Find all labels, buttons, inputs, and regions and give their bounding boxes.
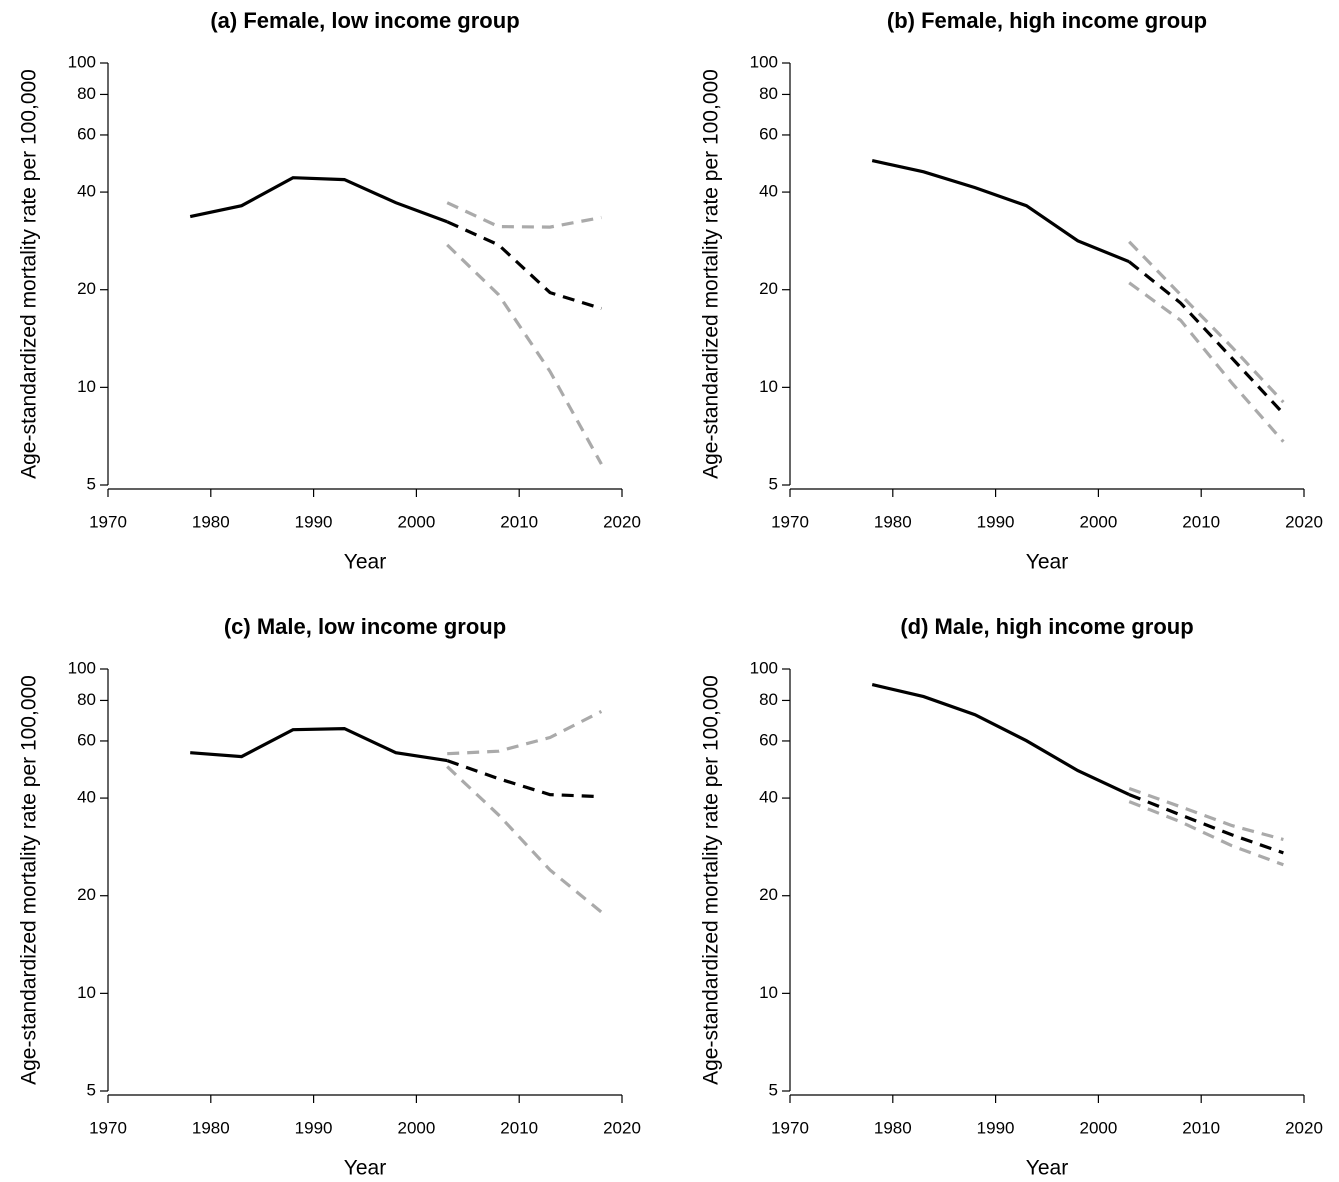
series-line <box>1128 786 1284 842</box>
x-tick-label: 2010 <box>500 512 538 531</box>
series-line <box>446 201 602 229</box>
y-axis-label: Age-standardized mortality rate per 100,… <box>18 69 41 479</box>
y-tick-label: 20 <box>77 279 96 298</box>
y-tick-label: 20 <box>759 279 778 298</box>
y-tick-label: 10 <box>77 983 96 1002</box>
x-tick-label: 1990 <box>977 512 1015 531</box>
x-tick-label: 1980 <box>192 512 230 531</box>
series-line <box>1128 793 1284 855</box>
x-tick-label: 2000 <box>397 1118 435 1137</box>
x-tick-label: 2010 <box>500 1118 538 1137</box>
y-tick-label: 40 <box>77 788 96 807</box>
x-tick-label: 1990 <box>977 1118 1015 1137</box>
y-tick-label: 100 <box>68 658 96 677</box>
x-axis-label: Year <box>1026 1157 1068 1180</box>
x-tick-label: 1990 <box>295 512 333 531</box>
panel: (c) Male, low income group Year Age-standa… <box>18 614 641 1180</box>
y-tick-label: 80 <box>759 690 778 709</box>
y-tick-label: 5 <box>87 1080 96 1099</box>
y-tick-label: 20 <box>759 885 778 904</box>
x-axis-label: Year <box>1026 551 1068 574</box>
x-tick-label: 2020 <box>603 1118 641 1137</box>
y-axis-label: Age-standardized mortality rate per 100,… <box>18 675 41 1085</box>
panel: (d) Male, high income group Year Age-stand… <box>700 614 1323 1180</box>
series-line <box>446 765 603 914</box>
series-line <box>189 176 448 224</box>
y-tick-label: 100 <box>750 658 778 677</box>
y-tick-label: 5 <box>87 474 96 493</box>
y-tick-label: 60 <box>77 730 96 749</box>
x-tick-label: 2000 <box>1079 1118 1117 1137</box>
y-tick-label: 10 <box>759 377 778 396</box>
x-tick-label: 1990 <box>295 1118 333 1137</box>
panel: (a) Female, low income group Year Age-stan… <box>18 8 641 574</box>
y-tick-label: 80 <box>77 690 96 709</box>
x-tick-label: 2000 <box>397 512 435 531</box>
y-tick-label: 80 <box>77 84 96 103</box>
x-tick-label: 1980 <box>874 512 912 531</box>
y-tick-label: 80 <box>759 84 778 103</box>
y-axis-label: Age-standardized mortality rate per 100,… <box>700 675 723 1085</box>
series-line <box>871 683 1130 797</box>
y-tick-label: 20 <box>77 885 96 904</box>
panel-title: (c) Male, low income group <box>224 614 506 639</box>
y-tick-label: 60 <box>759 730 778 749</box>
x-tick-label: 1970 <box>771 512 809 531</box>
panel: (b) Female, high income group Year Age-sta… <box>700 8 1323 574</box>
x-tick-label: 1980 <box>192 1118 230 1137</box>
y-tick-label: 5 <box>769 1080 778 1099</box>
y-tick-label: 60 <box>77 124 96 143</box>
series-line <box>446 220 602 311</box>
panel-title: (b) Female, high income group <box>887 8 1207 33</box>
y-tick-label: 5 <box>769 474 778 493</box>
y-tick-label: 40 <box>77 182 96 201</box>
x-tick-label: 2010 <box>1182 512 1220 531</box>
y-tick-label: 10 <box>759 983 778 1002</box>
series-line <box>871 159 1130 264</box>
x-tick-label: 1970 <box>771 1118 809 1137</box>
series-line <box>1128 800 1284 867</box>
series-line <box>1128 240 1285 404</box>
y-tick-label: 60 <box>759 124 778 143</box>
series-line <box>446 243 603 465</box>
x-tick-label: 2020 <box>603 512 641 531</box>
x-axis-label: Year <box>344 551 386 574</box>
y-tick-label: 100 <box>750 52 778 71</box>
x-tick-label: 1970 <box>89 512 127 531</box>
series-line <box>446 759 602 799</box>
series-line <box>1128 281 1285 443</box>
y-axis-label: Age-standardized mortality rate per 100,… <box>700 69 723 479</box>
panel-title: (a) Female, low income group <box>210 8 519 33</box>
y-tick-label: 40 <box>759 182 778 201</box>
series-line <box>447 709 603 756</box>
x-tick-label: 2000 <box>1079 512 1117 531</box>
x-tick-label: 2010 <box>1182 1118 1220 1137</box>
x-tick-label: 2020 <box>1285 512 1323 531</box>
x-tick-label: 1970 <box>89 1118 127 1137</box>
series-line <box>1128 260 1285 415</box>
panel-title: (d) Male, high income group <box>900 614 1193 639</box>
x-axis-label: Year <box>344 1157 386 1180</box>
y-tick-label: 40 <box>759 788 778 807</box>
y-tick-label: 10 <box>77 377 96 396</box>
x-tick-label: 2020 <box>1285 1118 1323 1137</box>
series-line <box>190 726 448 763</box>
y-tick-label: 100 <box>68 52 96 71</box>
x-tick-label: 1980 <box>874 1118 912 1137</box>
